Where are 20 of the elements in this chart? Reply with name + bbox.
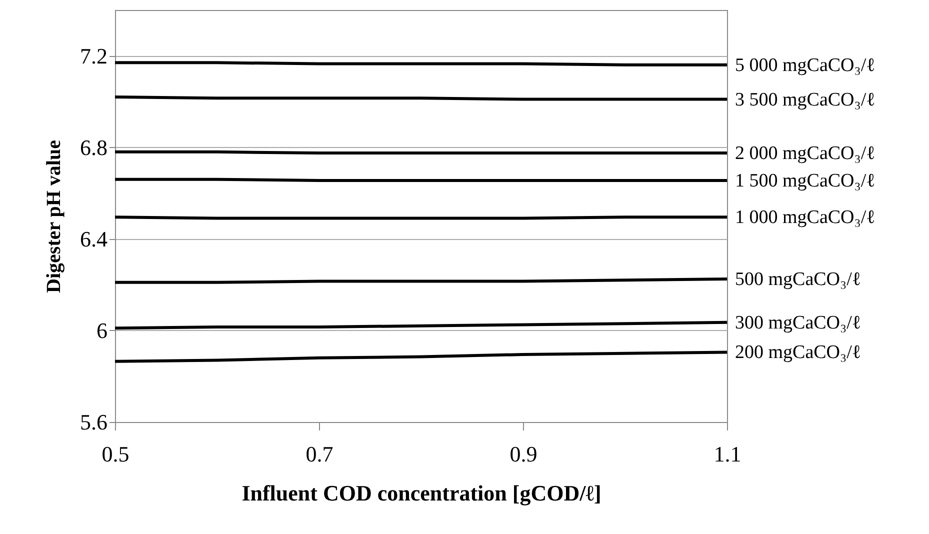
x-tick-label: 1.1 [714, 442, 742, 466]
series-label: 1 000 mgCaCO₃/ℓ [735, 207, 876, 228]
x-tick-label: 0.9 [510, 442, 538, 466]
y-tick-label: 7.2 [80, 43, 108, 68]
series-label: 300 mgCaCO₃/ℓ [735, 312, 862, 334]
y-tick-label: 5.6 [80, 410, 108, 434]
x-tick-label: 0.5 [102, 442, 130, 466]
x-axis-title: Influent COD concentration [gCOD/ℓ] [242, 480, 602, 506]
series-label: 200 mgCaCO₃/ℓ [735, 342, 862, 364]
series-label: 3 500 mgCaCO₃/ℓ [735, 89, 876, 110]
x-tick-label: 0.7 [306, 442, 334, 466]
series-label: 5 000 mgCaCO₃/ℓ [735, 54, 876, 76]
y-tick-label: 6.8 [80, 134, 108, 160]
y-tick-label: 6.4 [80, 226, 108, 252]
series-label: 500 mgCaCO₃/ℓ [735, 268, 862, 290]
series-label: 1 500 mgCaCO₃/ℓ [735, 170, 876, 192]
y-tick-label: 6 [96, 318, 108, 343]
series-label: 2 000 mgCaCO₃/ℓ [735, 143, 876, 164]
y-axis-title: Digester pH value [43, 140, 65, 293]
line-series [114, 350, 728, 363]
